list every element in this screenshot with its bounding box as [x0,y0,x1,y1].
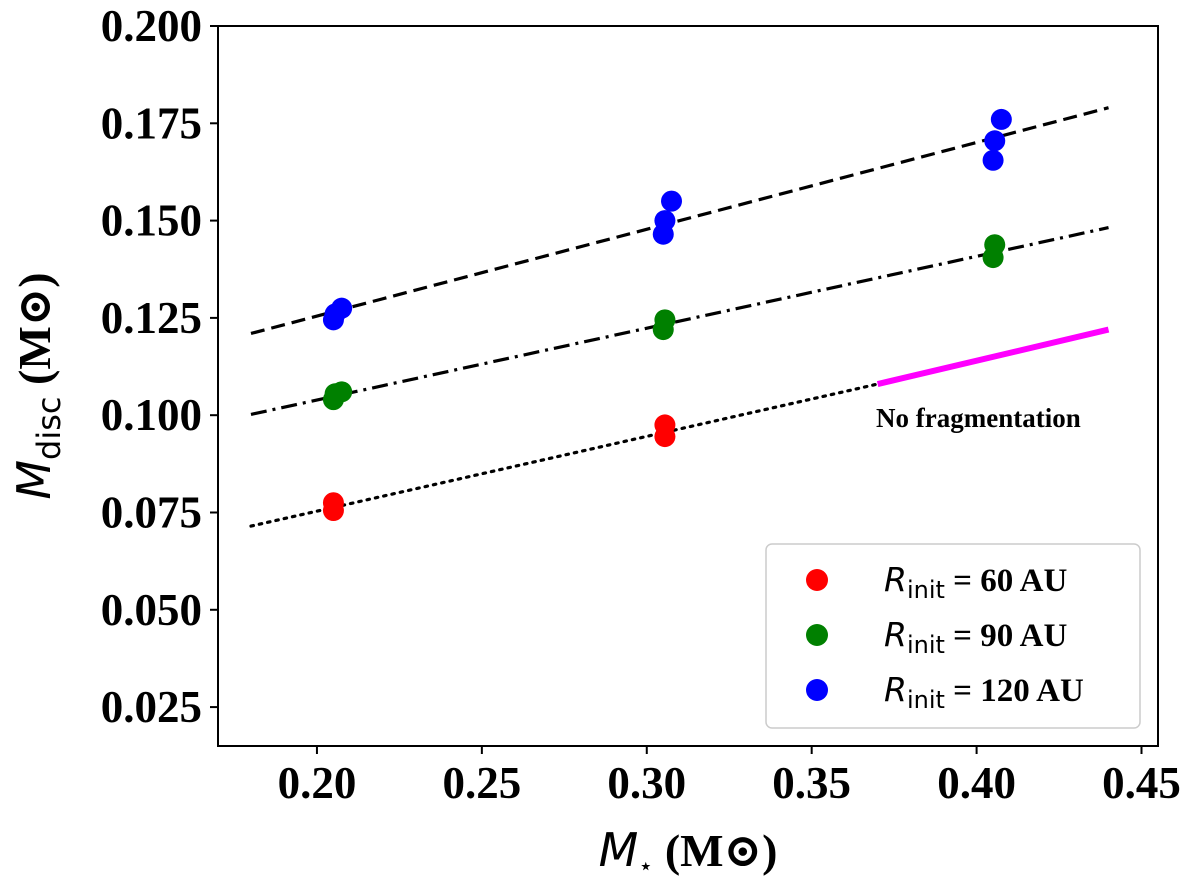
x-tick-label: 0.45 [1102,758,1181,808]
y-tick-label: 0.075 [101,487,202,537]
y-tick-label: 0.025 [101,682,202,732]
fit-60au [249,382,880,528]
annotation-no-fragmentation: No fragmentation [876,403,1081,433]
y-tick-label: 0.200 [101,1,202,51]
data-point-120-au-6 [982,149,1004,171]
data-point-120-au-5 [661,190,683,212]
legend-marker [806,679,828,701]
data-point-90-au-6 [984,234,1006,256]
data-point-60-au-1 [322,492,344,514]
x-tick-label: 0.40 [937,758,1016,808]
x-tick-label: 0.25 [442,758,521,808]
fit-120au [250,106,1109,336]
y-axis-label: Mdisc (M⊙) [7,272,68,499]
data-point-60-au-3 [654,414,676,436]
data-point-90-au-4 [654,309,676,331]
data-point-120-au-4 [654,210,676,232]
data-point-90-au-2 [331,381,353,403]
legend-label: Rinit = 120 AU [884,670,1084,714]
data-point-120-au-2 [331,297,353,319]
legend-box [765,543,1141,729]
no-fragmentation-line [876,326,1110,387]
data-point-120-au-7 [984,130,1006,152]
data-point-120-au-8 [990,108,1012,130]
x-axis-label: M⋆ (M⊙) [599,823,778,880]
y-tick-label: 0.125 [101,293,202,343]
y-tick-label: 0.150 [101,196,202,246]
legend-label: Rinit = 60 AU [884,560,1067,604]
legend: Rinit = 60 AU Rinit = 90 AU Rinit = 120 AU [765,543,1141,729]
legend-marker [806,569,828,591]
y-tick-label: 0.100 [101,390,202,440]
x-tick-label: 0.35 [772,758,851,808]
y-tick-label: 0.175 [101,98,202,148]
legend-label: Rinit = 90 AU [884,615,1067,659]
x-tick-label: 0.30 [607,758,686,808]
legend-marker [806,624,828,646]
plot-frame [217,25,1159,747]
x-tick-label: 0.20 [278,758,357,808]
fit-90au [250,226,1109,416]
y-tick-label: 0.050 [101,585,202,635]
